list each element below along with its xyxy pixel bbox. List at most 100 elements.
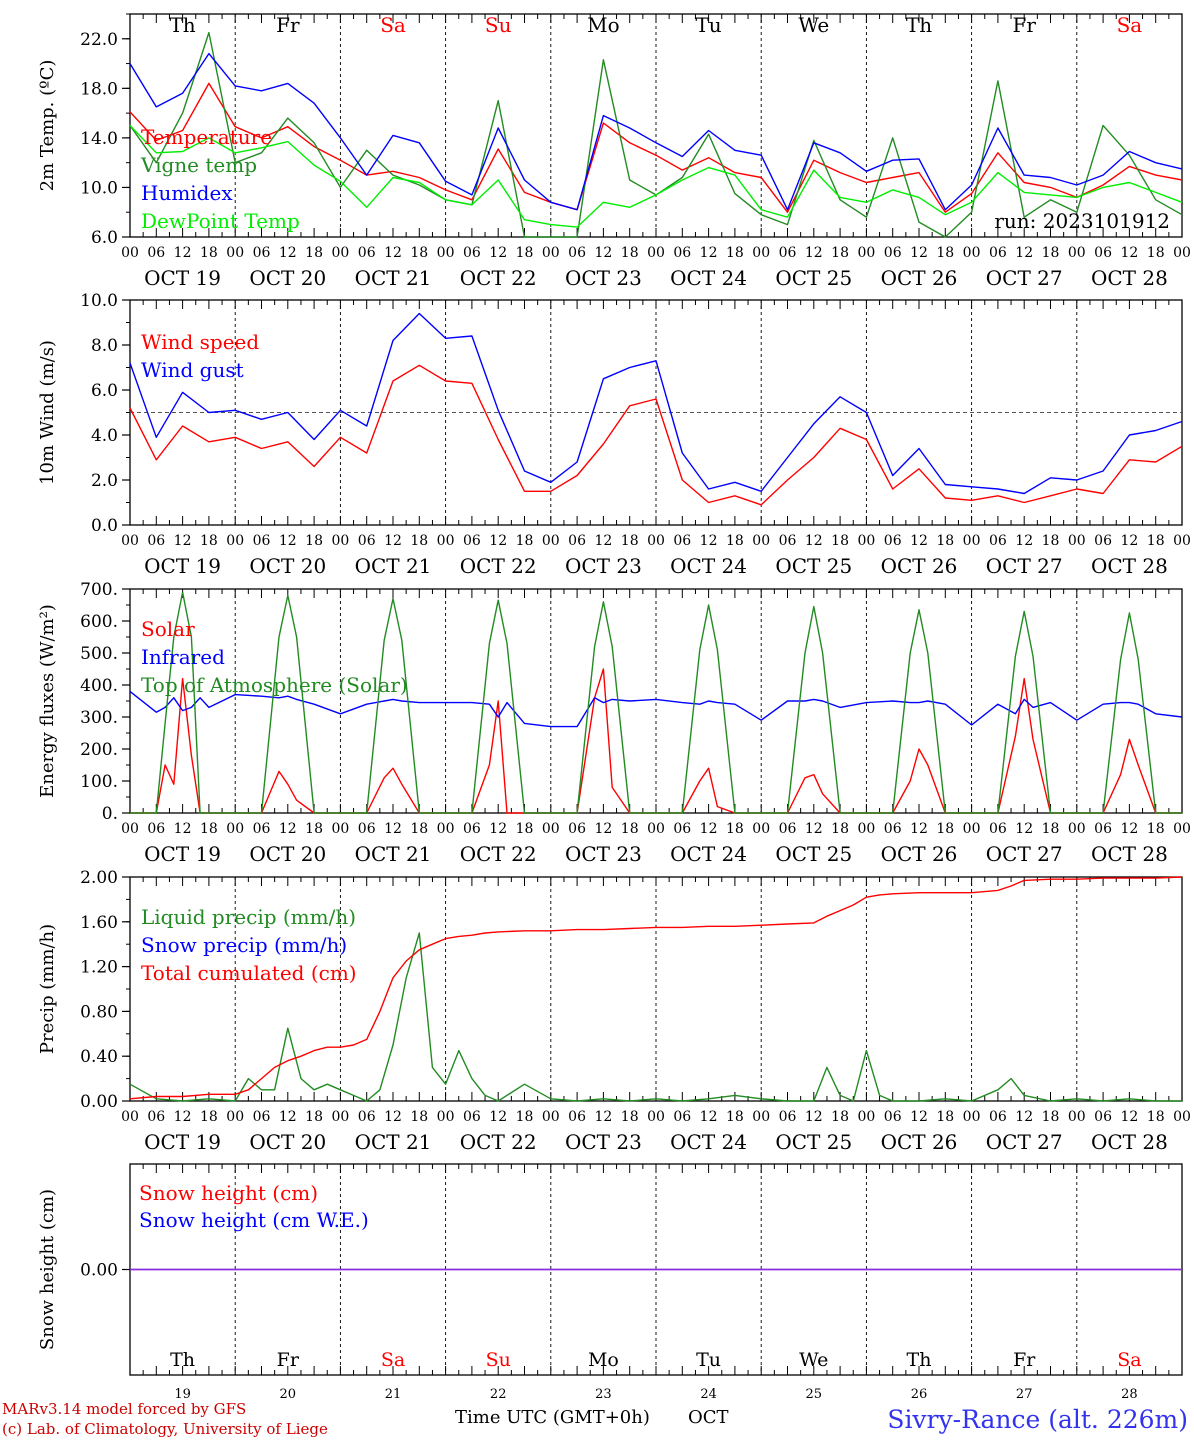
x-hour-label: 06 [253,533,271,549]
x-hour-label: 12 [594,533,612,549]
x-hour-label: 12 [594,245,612,261]
x-hour-label: 06 [358,245,376,261]
x-hour-label: 00 [1068,1109,1086,1125]
x-hour-label: 00 [1068,821,1086,837]
y-tick-label: 100. [80,772,118,792]
station-name: Sivry-Rance (alt. 226m) [887,1405,1188,1434]
x-hour-label: 00 [647,245,665,261]
x-hour-label: 00 [857,533,875,549]
x-date-label: OCT 20 [249,266,326,290]
x-hour-label: 00 [542,533,560,549]
x-hour-label: 00 [437,821,455,837]
weekday-label: Th [169,13,195,37]
x-hour-label: 06 [989,533,1007,549]
x-hour-label: 12 [279,1109,297,1125]
x-hour-label: 00 [331,533,349,549]
y-tick-label: 4.0 [91,426,118,446]
x-hour-label: 12 [384,821,402,837]
x-hour-label: 06 [568,821,586,837]
x-hour-label: 18 [726,533,744,549]
x-date-label: OCT 22 [460,266,537,290]
footer-month-label: OCT [688,1407,729,1428]
x-date-label: OCT 27 [986,1130,1063,1154]
y-tick-label: 0.40 [80,1047,118,1067]
weekday-label: We [799,1349,828,1371]
x-hour-label: 18 [936,1109,954,1125]
plot-frame [129,13,1183,238]
x-hour-label: 18 [831,821,849,837]
x-hour-label: 18 [200,245,218,261]
x-hour-label: 00 [963,245,981,261]
legend-entry: Wind gust [141,358,244,382]
x-hour-label: 18 [1147,533,1165,549]
weekday-label: Fr [276,13,300,37]
x-date-label: OCT 23 [565,554,642,578]
series-total-cumulated-cm-line [129,876,1183,1100]
y-tick-label: 0.00 [80,1092,118,1112]
x-hour-label: 00 [121,245,139,261]
x-date-label: OCT 27 [986,842,1063,866]
x-date-label: OCT 28 [1091,266,1168,290]
x-date-label: OCT 20 [249,1130,326,1154]
y-tick-label: 0.0 [91,516,118,536]
y-tick-label: 8.0 [91,336,118,356]
x-hour-label: 06 [673,245,691,261]
x-hour-label: 12 [174,821,192,837]
x-date-label: OCT 23 [565,1130,642,1154]
x-hour-label: 18 [410,1109,428,1125]
x-hour-label: 00 [752,821,770,837]
x-hour-label: 18 [305,533,323,549]
weekday-label: Mo [587,13,620,37]
x-hour-label: 00 [752,1109,770,1125]
y-tick-label: 2.00 [80,868,118,888]
y-tick-label: 6.0 [91,381,118,401]
legend-entry: Snow precip (mm/h) [141,933,347,957]
series-liquid-precip-mm-h-line [129,932,1182,1102]
x-hour-label: 06 [884,245,902,261]
x-hour-label: 12 [910,821,928,837]
x-hour-label: 00 [542,1109,560,1125]
x-hour-label: 12 [805,821,823,837]
x-date-label: OCT 23 [565,266,642,290]
x-hour-label: 12 [805,1109,823,1125]
x-hour-label: 18 [1042,821,1060,837]
x-hour-label: 00 [752,533,770,549]
x-hour-label: 06 [779,533,797,549]
x-hour-label: 18 [1042,1109,1060,1125]
x-hour-label: 12 [1120,245,1138,261]
x-hour-label: 06 [568,1109,586,1125]
x-hour-label: 12 [279,245,297,261]
weekday-label: Sa [380,13,406,37]
x-date-label: OCT 28 [1091,1130,1168,1154]
legend-entry: Infrared [141,645,225,669]
x-hour-label: 00 [437,1109,455,1125]
x-hour-label: 06 [1094,821,1112,837]
x-hour-label: 12 [910,245,928,261]
y-tick-label: 500. [80,644,118,664]
x-hour-label: 00 [1173,533,1191,549]
y-tick-label: 18.0 [80,79,118,99]
y-tick-label: 6.0 [91,228,118,248]
panel-5: 0.00 Snow height (cm) Snow height (cm) Snow… [37,1163,1183,1402]
x-hour-label: 00 [226,533,244,549]
series-humidex-line [129,52,1183,211]
x-hour-label: 00 [647,1109,665,1125]
x-hour-label: 12 [700,245,718,261]
y-tick-label: 10.0 [80,178,118,198]
legend-entry: Total cumulated (cm) [141,961,357,985]
day-number-label: 20 [280,1387,297,1402]
x-hour-label: 06 [1094,533,1112,549]
x-hour-label: 18 [831,245,849,261]
x-hour-label: 18 [200,533,218,549]
legend-entry: Snow height (cm) [139,1181,318,1205]
run-label: run: 2023101912 [994,209,1170,233]
x-hour-label: 06 [358,1109,376,1125]
x-hour-label: 06 [673,533,691,549]
x-hour-label: 12 [174,245,192,261]
x-hour-label: 00 [121,1109,139,1125]
x-hour-label: 18 [621,533,639,549]
x-hour-label: 00 [857,821,875,837]
panel-3: 0. 100. 200. 300. 400. 500. 600. 700. Energy flu… [37,580,1191,866]
y-axis-title: Energy fluxes (W/m²) [37,604,58,798]
